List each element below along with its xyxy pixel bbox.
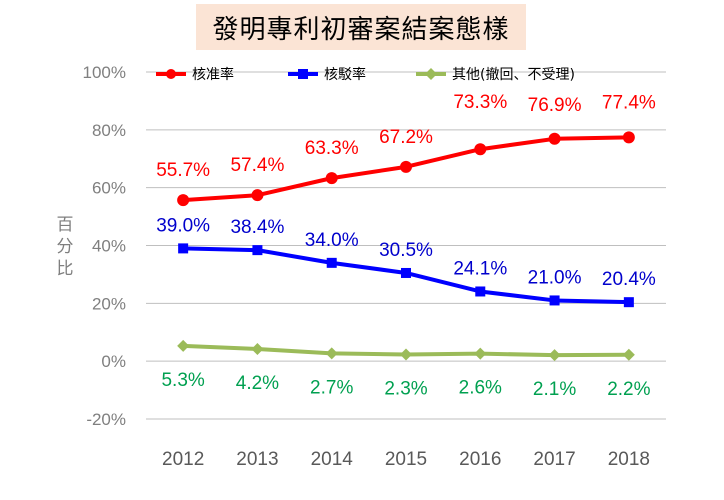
data-label: 38.4% (230, 217, 284, 238)
x-tick-label: 2017 (533, 449, 575, 470)
x-tick-label: 2012 (162, 449, 204, 470)
x-tick-label: 2018 (608, 449, 650, 470)
x-tick-label: 2014 (311, 449, 354, 470)
legend-swatch-marker (298, 69, 308, 79)
legend-swatch-marker (425, 68, 437, 80)
data-point (177, 339, 190, 352)
data-point (548, 349, 561, 362)
data-point (474, 143, 487, 156)
data-label: 67.2% (379, 127, 433, 148)
data-label: 21.0% (528, 267, 582, 288)
x-tick-label: 2013 (236, 449, 278, 470)
data-point (326, 257, 337, 268)
y-tick-label: 100% (83, 63, 126, 82)
data-point (623, 297, 634, 308)
data-point (548, 132, 561, 145)
data-label: 20.4% (602, 269, 656, 290)
data-label: 2.2% (607, 379, 650, 400)
data-point (252, 245, 263, 256)
data-label: 63.3% (305, 138, 359, 159)
data-point (401, 267, 411, 278)
data-label: 30.5% (379, 240, 433, 261)
data-label: 5.3% (161, 370, 204, 391)
legend-label: 其他(撤回、不受理) (452, 67, 575, 83)
legend-swatch-marker (166, 69, 176, 79)
y-tick-label: 80% (92, 121, 126, 140)
data-point (251, 189, 264, 202)
x-tick-label: 2016 (459, 449, 501, 470)
data-label: 73.3% (453, 92, 507, 113)
data-label: 2.3% (384, 379, 427, 400)
y-tick-label: -20% (86, 410, 126, 429)
legend-label: 核駁率 (324, 66, 366, 83)
data-point (178, 243, 189, 254)
data-point (622, 348, 635, 361)
data-point (251, 343, 264, 356)
data-label: 76.9% (528, 95, 582, 116)
data-label: 24.1% (453, 258, 507, 279)
data-label: 77.4% (602, 92, 656, 113)
data-point (549, 295, 560, 306)
data-point (177, 194, 190, 207)
y-tick-label: 60% (92, 179, 126, 198)
data-label: 55.7% (156, 160, 210, 181)
data-label: 34.0% (305, 230, 359, 251)
y-axis-label: 百 分 比 (56, 215, 74, 279)
y-tick-label: 20% (92, 294, 126, 313)
data-label: 2.6% (459, 378, 502, 399)
data-label: 2.1% (533, 379, 576, 400)
data-point (475, 286, 486, 297)
data-label: 2.7% (310, 377, 353, 398)
legend-label: 核准率 (192, 66, 234, 83)
y-tick-label: 40% (92, 237, 126, 256)
data-point (400, 348, 412, 361)
data-label: 4.2% (236, 373, 279, 394)
x-tick-label: 2015 (385, 449, 427, 470)
data-point (325, 347, 338, 360)
data-point (474, 347, 487, 360)
data-point (400, 160, 412, 173)
data-label: 57.4% (230, 155, 284, 176)
data-label: 39.0% (156, 215, 210, 236)
y-tick-label: 0% (101, 352, 126, 371)
data-point (325, 172, 338, 185)
chart-title: 發明專利初審案結案態樣 (196, 4, 526, 50)
data-point (622, 131, 635, 144)
